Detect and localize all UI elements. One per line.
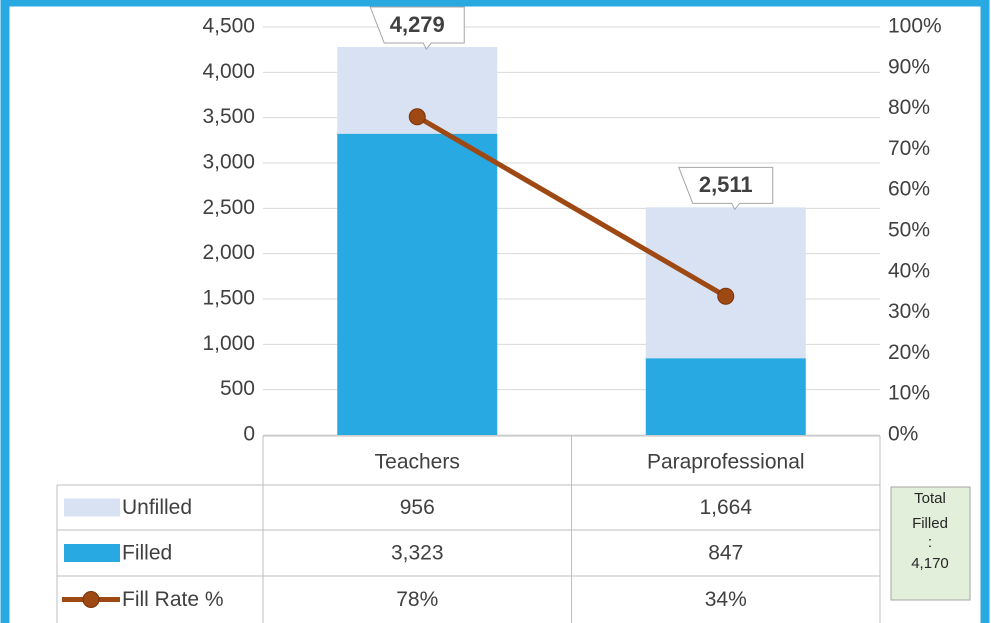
legend-swatch <box>64 544 120 562</box>
y-tick-label: 4,000 <box>202 60 255 83</box>
y-tick-label: 4,500 <box>202 15 255 38</box>
table-value: 1,664 <box>699 496 752 519</box>
total-label: 4,279 <box>390 12 445 37</box>
annotation: Total <box>914 490 946 507</box>
callout-box <box>369 6 465 50</box>
y2-tick-label: 30% <box>888 300 930 323</box>
y2-tick-label: 0% <box>888 423 918 446</box>
table-value: 78% <box>396 588 438 611</box>
y2-tick-label: 70% <box>888 137 930 160</box>
legend-swatch <box>64 498 120 517</box>
x-tick-label: Paraprofessional <box>647 451 805 474</box>
y-tick-label: 1,500 <box>202 287 255 310</box>
y2-tick-label: 100% <box>888 15 942 38</box>
table-value: 34% <box>705 588 747 611</box>
y-tick-label: 3,000 <box>202 151 255 174</box>
y-tick-label: 2,500 <box>202 196 255 219</box>
y-tick-label: 0 <box>243 423 255 446</box>
table-value: 3,323 <box>391 542 444 565</box>
total-label: 2,511 <box>699 172 753 197</box>
y2-tick-label: 20% <box>888 341 930 364</box>
y2-tick-label: 90% <box>888 55 930 78</box>
y2-tick-label: 40% <box>888 259 930 282</box>
line-marker <box>408 108 426 126</box>
table-value: 956 <box>400 496 435 519</box>
note-box <box>890 486 971 601</box>
table-value: 847 <box>708 542 743 565</box>
x-tick-label: Teachers <box>375 451 460 474</box>
y-tick-label: 1,000 <box>202 332 255 355</box>
legend-label: Fill Rate % <box>122 588 224 611</box>
y2-tick-label: 60% <box>888 178 930 201</box>
legend-label: Unfilled <box>122 496 192 519</box>
line-marker <box>717 287 735 305</box>
bar-segment <box>645 207 806 359</box>
y-tick-label: 3,500 <box>202 105 255 128</box>
annotation: Filled <box>912 515 948 532</box>
y2-tick-label: 10% <box>888 382 930 405</box>
bar-segment <box>645 358 806 435</box>
y2-tick-label: 80% <box>888 96 930 119</box>
legend-label: Filled <box>122 542 172 565</box>
annotation: : <box>928 534 932 551</box>
bar-segment <box>337 133 498 435</box>
y2-tick-label: 50% <box>888 219 930 242</box>
annotation: 4,170 <box>911 555 949 572</box>
y-tick-label: 2,000 <box>202 241 255 264</box>
y-tick-label: 500 <box>220 377 255 400</box>
callout-box <box>678 166 774 211</box>
legend-marker <box>82 591 100 608</box>
line <box>415 114 728 299</box>
